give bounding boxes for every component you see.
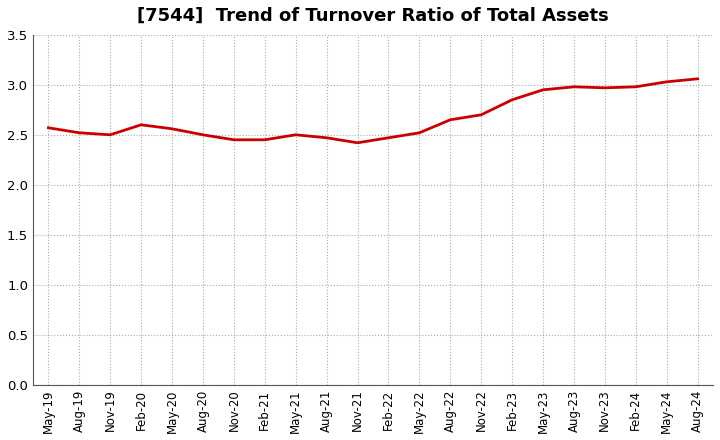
Title: [7544]  Trend of Turnover Ratio of Total Assets: [7544] Trend of Turnover Ratio of Total …: [137, 7, 609, 25]
